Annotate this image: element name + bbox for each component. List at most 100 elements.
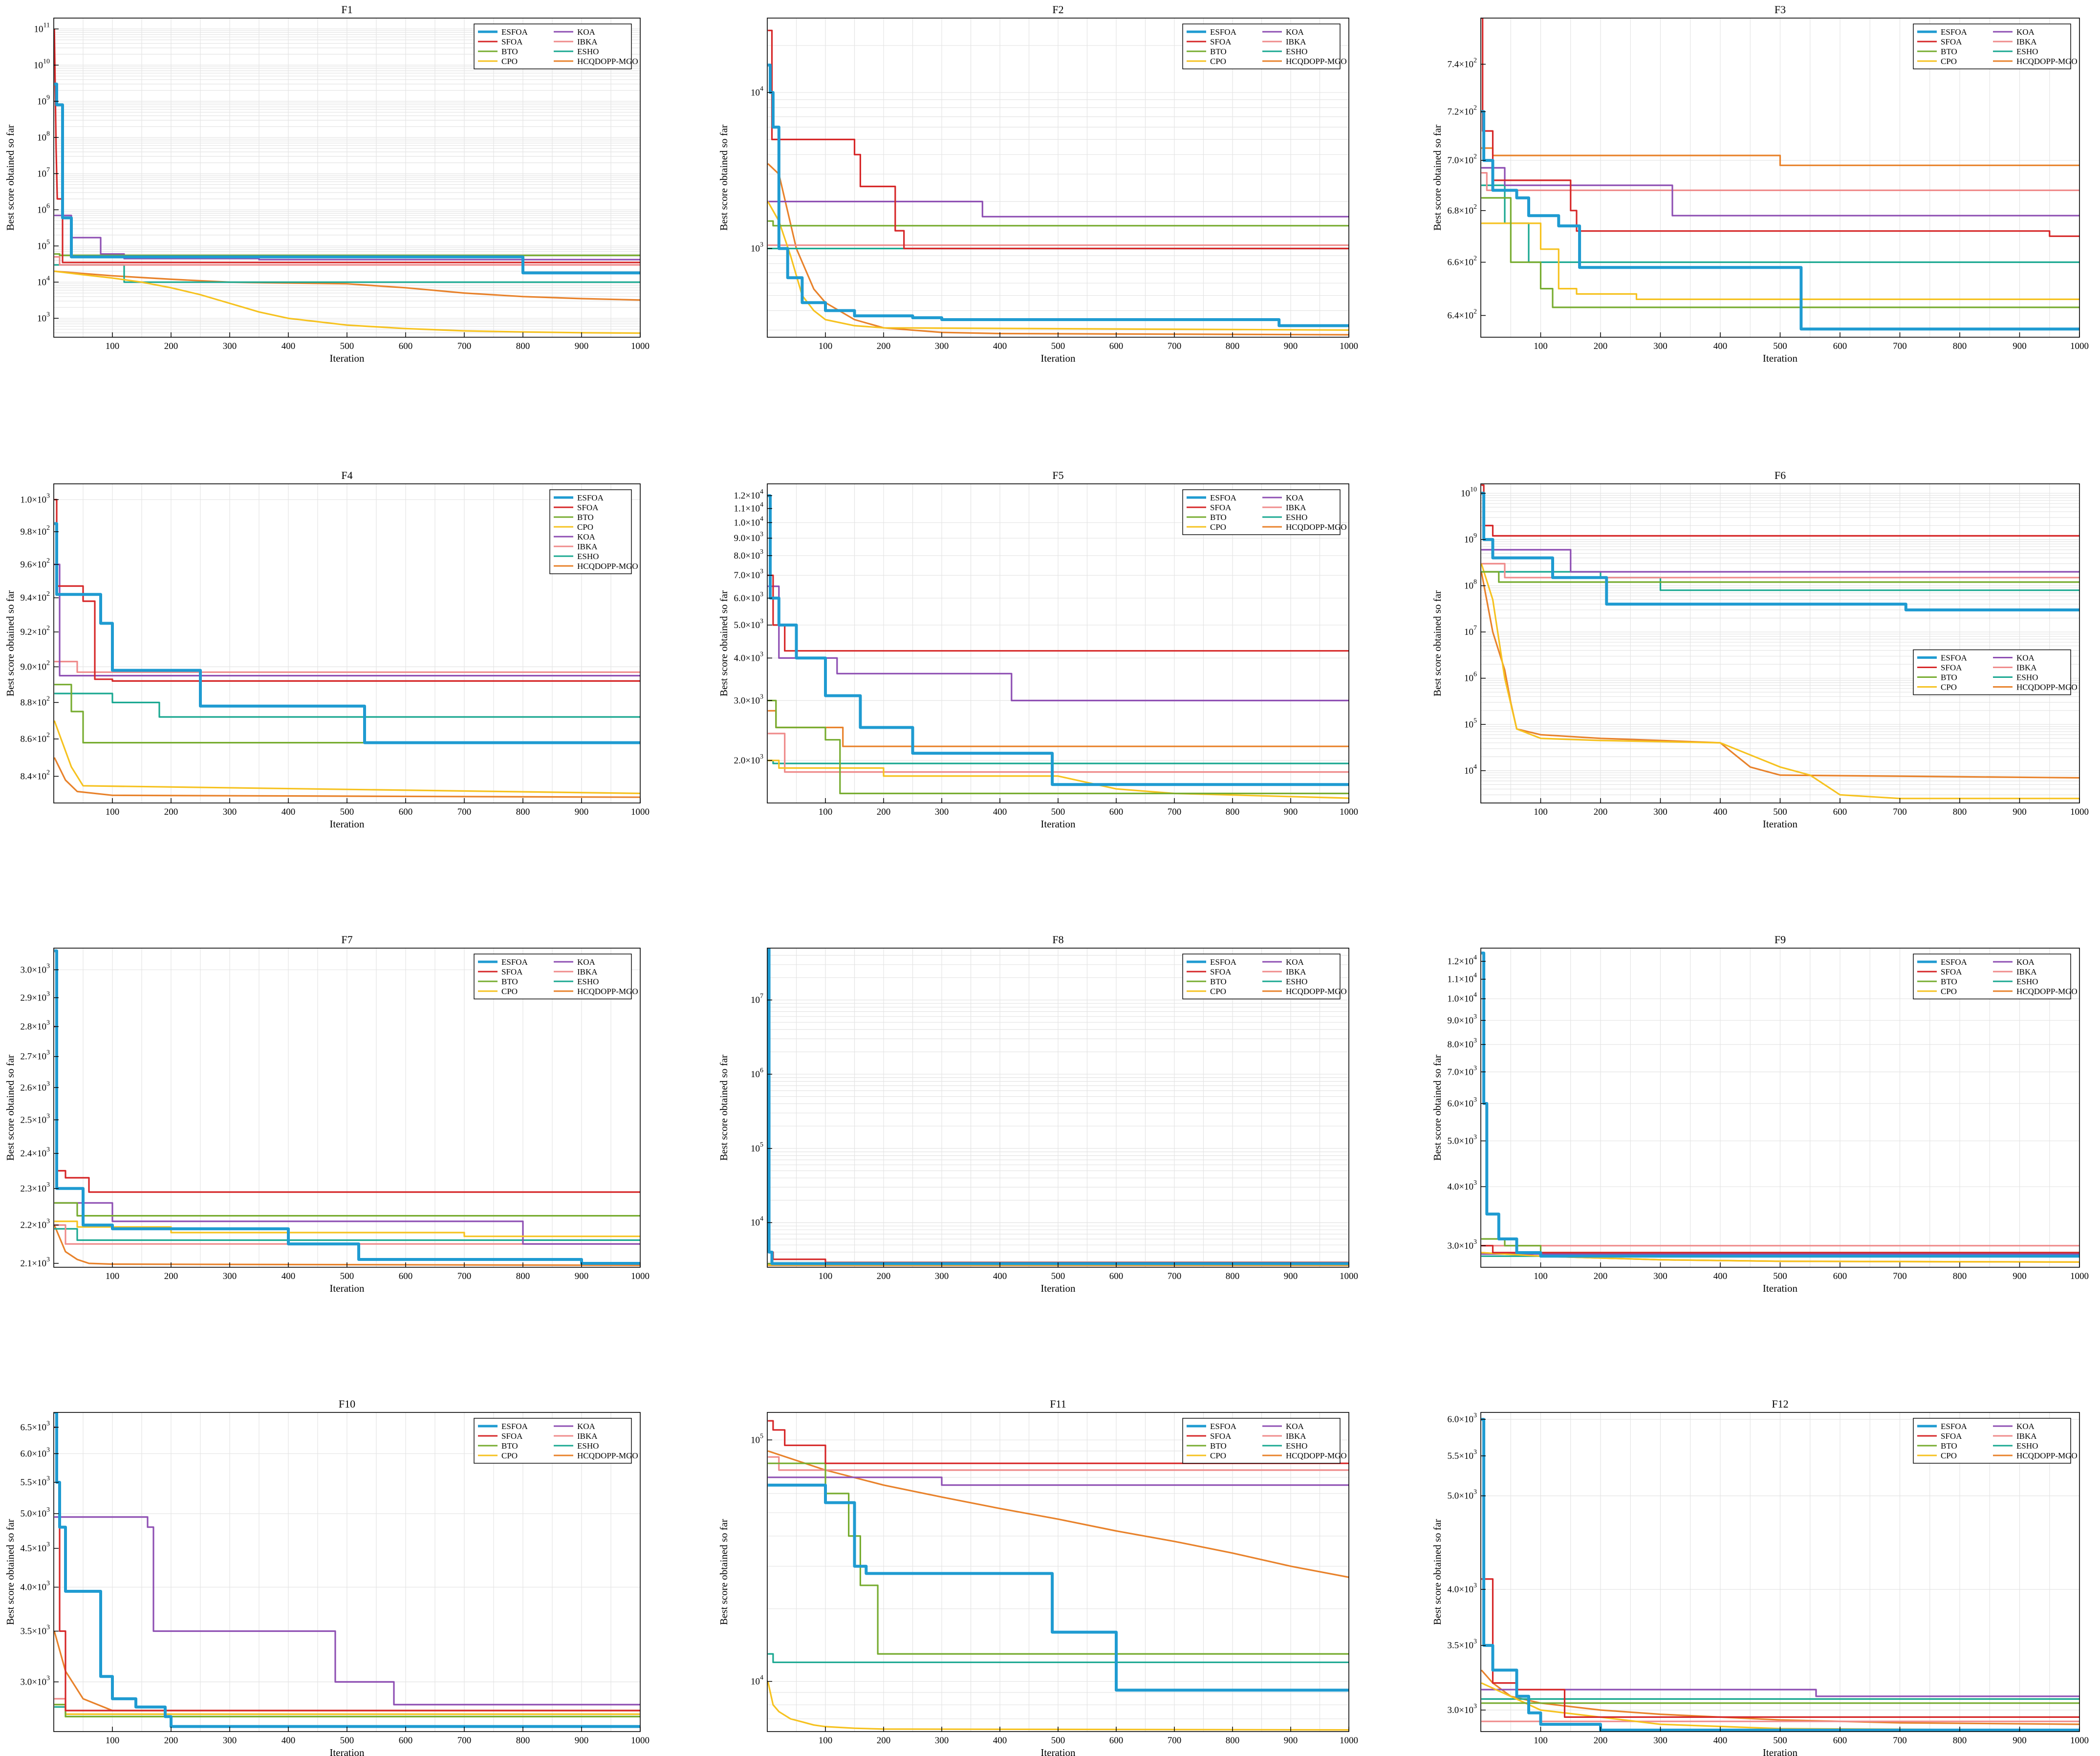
legend-label: ESHO — [577, 47, 599, 56]
y-tick-label: 6.5×103 — [21, 1420, 50, 1432]
x-tick-label: 600 — [1833, 341, 1847, 351]
series-line-CPO — [1481, 1252, 2079, 1263]
legend-label: HCQDOPP-MGO — [1286, 522, 1347, 532]
y-tick-label: 2.4×103 — [21, 1146, 50, 1159]
y-tick-label: 7.4×102 — [1448, 57, 1477, 69]
x-tick-label: 900 — [2013, 807, 2027, 817]
legend-label: ESFOA — [501, 1422, 528, 1431]
y-tick-label: 1.0×104 — [734, 515, 763, 528]
x-tick-label: 500 — [1773, 1735, 1787, 1746]
legend-item-SFOA: SFOA — [554, 503, 599, 512]
legend-label: ESHO — [2016, 47, 2038, 56]
x-tick-label: 100 — [106, 341, 120, 351]
legend-item-BTO: BTO — [1187, 513, 1227, 522]
series-line-BTO — [54, 1202, 640, 1217]
legend-label: KOA — [1286, 493, 1304, 502]
legend-item-ESHO: ESHO — [1993, 1441, 2038, 1451]
x-axis-label: Iteration — [329, 1282, 365, 1294]
legend-label: SFOA — [501, 967, 523, 976]
legend-item-CPO: CPO — [478, 57, 518, 66]
legend-item-KOA: KOA — [554, 532, 596, 542]
x-tick-label: 200 — [877, 807, 891, 817]
x-axis-label: Iteration — [1040, 818, 1076, 830]
legend-label: ESHO — [577, 552, 599, 561]
y-tick-label: 3.0×103 — [1448, 1703, 1477, 1715]
legend-item-ESHO: ESHO — [1262, 513, 1307, 522]
x-tick-label: 1000 — [2070, 807, 2089, 817]
x-tick-label: 200 — [164, 341, 178, 351]
legend-item-KOA: KOA — [554, 27, 596, 37]
legend-label: KOA — [577, 532, 596, 542]
y-tick-label: 1010 — [34, 58, 50, 70]
series-line-CPO — [54, 270, 640, 334]
series-group — [54, 499, 640, 798]
series-line-ESFOA — [1481, 110, 2079, 331]
y-tick-label: 106 — [751, 1067, 763, 1080]
series-line-SFOA — [54, 29, 640, 263]
y-tick-label: 104 — [751, 1215, 763, 1228]
legend-item-CPO: CPO — [1917, 683, 1957, 692]
x-tick-label: 400 — [1713, 1735, 1728, 1746]
legend-label: CPO — [1941, 683, 1957, 692]
x-tick-label: 900 — [1284, 341, 1298, 351]
legend-item-HCQDOPP-MGO: HCQDOPP-MGO — [1262, 1451, 1347, 1460]
y-axis-label: Best score obtained so far — [4, 1519, 16, 1625]
legend-label: CPO — [1210, 57, 1226, 66]
y-tick-label: 107 — [751, 993, 763, 1005]
y-tick-label: 2.7×103 — [21, 1049, 50, 1062]
y-tick-label: 6.6×102 — [1448, 255, 1477, 268]
series-line-ESFOA — [54, 1412, 640, 1728]
y-tick-label: 8.0×103 — [1448, 1037, 1477, 1050]
x-tick-label: 500 — [1773, 1271, 1787, 1281]
x-tick-label: 900 — [575, 341, 589, 351]
y-tick-label: 108 — [1464, 578, 1477, 591]
legend-item-BTO: BTO — [1187, 47, 1227, 56]
x-tick-label: 700 — [1168, 1735, 1182, 1746]
legend-label: HCQDOPP-MGO — [1286, 987, 1347, 996]
legend-item-ESHO: ESHO — [1262, 977, 1307, 986]
y-tick-label: 3.0×103 — [1448, 1238, 1477, 1251]
legend-item-SFOA: SFOA — [1917, 967, 1962, 976]
series-group — [1481, 952, 2079, 1263]
x-tick-label: 800 — [1953, 1735, 1967, 1746]
chart-title: F11 — [1050, 1398, 1066, 1410]
x-tick-label: 1000 — [631, 807, 649, 817]
x-tick-label: 200 — [877, 1271, 891, 1281]
legend-label: IBKA — [2016, 967, 2037, 976]
legend-label: BTO — [577, 513, 594, 522]
legend-item-BTO: BTO — [1187, 977, 1227, 986]
legend-label: BTO — [501, 1441, 518, 1451]
x-tick-label: 800 — [1953, 807, 1967, 817]
legend-label: IBKA — [577, 1431, 598, 1441]
y-tick-label: 2.1×103 — [21, 1256, 50, 1269]
x-tick-label: 900 — [1284, 1735, 1298, 1746]
y-tick-label: 9.2×102 — [21, 625, 50, 637]
legend-label: HCQDOPP-MGO — [577, 57, 638, 66]
y-tick-label: 2.9×103 — [21, 990, 50, 1003]
grid — [54, 1412, 640, 1732]
x-axis-label: Iteration — [1040, 1282, 1076, 1294]
x-tick-label: 100 — [1534, 1271, 1548, 1281]
legend-label: KOA — [577, 1422, 596, 1431]
legend-item-ESFOA: ESFOA — [1917, 1422, 1968, 1431]
x-tick-label: 800 — [1953, 1271, 1967, 1281]
x-tick-label: 300 — [223, 807, 237, 817]
x-tick-label: 400 — [281, 807, 296, 817]
grid — [54, 18, 640, 338]
x-tick-label: 200 — [877, 341, 891, 351]
y-tick-label: 8.6×102 — [21, 732, 50, 744]
x-tick-label: 900 — [2013, 1271, 2027, 1281]
legend-label: IBKA — [2016, 663, 2037, 672]
legend-item-ESHO: ESHO — [1993, 977, 2038, 986]
y-tick-label: 108 — [37, 130, 50, 143]
y-tick-label: 7.0×103 — [1448, 1064, 1477, 1077]
y-tick-label: 5.0×103 — [1448, 1133, 1477, 1146]
y-axis-label: Best score obtained so far — [4, 590, 16, 696]
x-tick-label: 600 — [1833, 807, 1847, 817]
legend-item-SFOA: SFOA — [1187, 1431, 1232, 1441]
series-line-HCQDOPP-MGO — [54, 1224, 640, 1266]
legend-label: ESHO — [2016, 1441, 2038, 1451]
x-tick-label: 600 — [399, 807, 413, 817]
